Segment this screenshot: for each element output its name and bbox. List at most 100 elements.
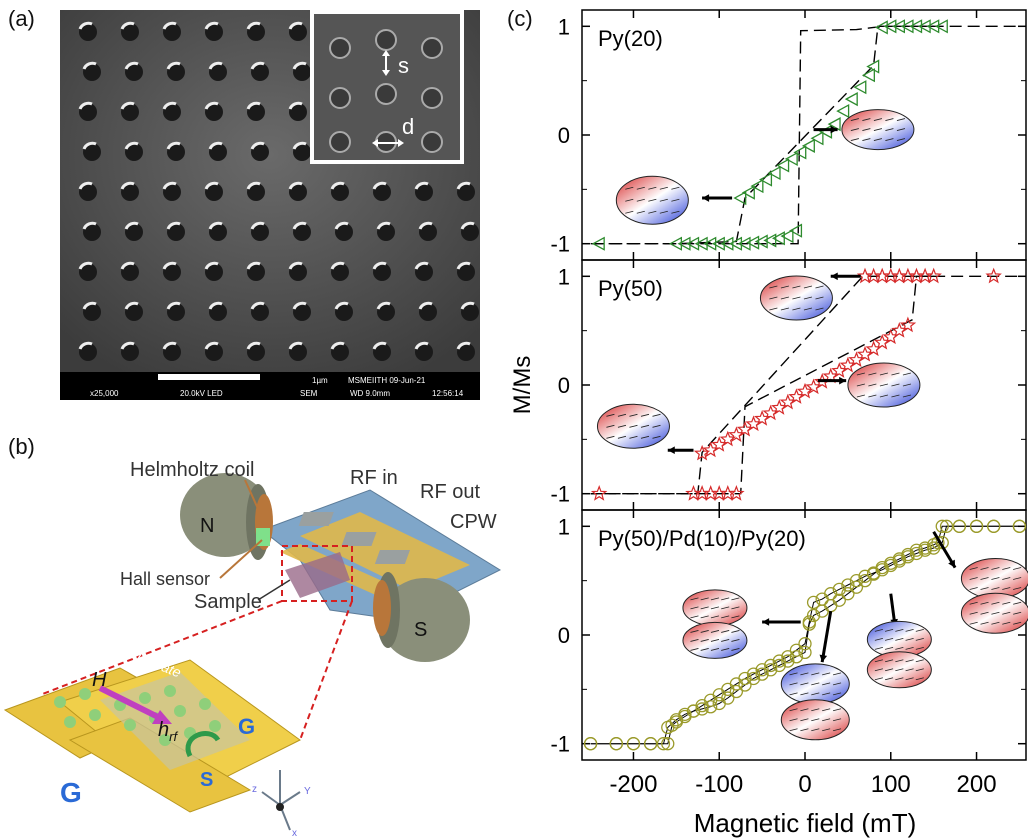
data-point <box>844 92 858 107</box>
hysteresis-branch <box>590 275 934 495</box>
sem-hole <box>372 181 391 201</box>
data-point <box>677 236 691 251</box>
data-point <box>848 351 865 368</box>
data-point <box>736 420 754 437</box>
data-point <box>762 404 779 421</box>
spin-texture-disk <box>615 175 689 225</box>
sem-hole <box>460 221 479 241</box>
sem-hole <box>330 341 349 361</box>
data-point <box>661 737 675 751</box>
sem-hole <box>82 141 101 161</box>
data-point <box>737 236 751 251</box>
label-sample: Sample <box>194 591 262 613</box>
data-point <box>858 569 872 583</box>
data-point <box>759 172 773 187</box>
pointer-arrow <box>762 618 801 626</box>
sem-hole <box>246 21 265 41</box>
sem-hole <box>204 261 223 281</box>
data-point <box>753 410 771 426</box>
pointer-arrow <box>817 376 847 385</box>
data-point <box>793 145 807 160</box>
spin-texture-disk <box>780 699 850 741</box>
hysteresis-panel: 1 0 -1 Py(50)/Pd(10)/Py(20) -200 -100 0 100 200 M… <box>550 509 1028 838</box>
sem-date: MSMEIITH 09-Jun-21 <box>348 376 426 385</box>
label-hrf: hrf <box>158 719 178 744</box>
hysteresis-chart: 1 0 -1 Py(20) 1 0 -1 Py(50) M/Ms 1 0 -1 Py(50)/Pd(10… <box>509 9 1028 838</box>
data-point <box>935 519 949 533</box>
sem-hole <box>414 341 433 361</box>
data-point <box>866 59 880 74</box>
spin-texture-disk <box>960 557 1028 599</box>
data-point <box>703 236 717 251</box>
sem-hole <box>166 221 185 241</box>
sem-hole <box>120 181 139 201</box>
data-point <box>661 720 675 735</box>
data-point <box>738 678 752 692</box>
sem-hole <box>414 181 433 201</box>
inset-label-d: d <box>402 114 414 139</box>
data-point <box>781 654 795 668</box>
inset-hole <box>421 131 443 153</box>
data-point <box>694 236 708 251</box>
hysteresis-branch <box>590 25 1020 245</box>
sem-hole <box>124 141 143 161</box>
data-point <box>656 737 671 751</box>
sem-hole <box>162 101 181 121</box>
sem-voltage: 20.0kV LED <box>180 389 223 398</box>
sem-hole <box>204 101 223 121</box>
data-point <box>728 426 745 443</box>
data-point <box>802 617 816 631</box>
data-point <box>686 704 701 718</box>
label-s-line: S <box>200 769 213 791</box>
y-axis-label: M/Ms <box>509 356 536 415</box>
sem-hole <box>166 141 185 161</box>
data-point <box>841 587 855 601</box>
sem-hole <box>208 301 227 321</box>
inset-hole <box>375 29 397 51</box>
sem-hole <box>166 301 185 321</box>
axis-x-label: x <box>292 828 297 839</box>
hysteresis-panel: 1 0 -1 Py(20) <box>550 9 1027 261</box>
sem-hole <box>78 21 97 41</box>
spin-texture-disk <box>596 403 670 449</box>
axis-y-label: Y <box>304 786 311 797</box>
sem-hole <box>208 221 227 241</box>
data-point <box>819 124 833 139</box>
spin-texture-disk <box>682 621 748 659</box>
data-point <box>643 737 658 751</box>
data-point <box>704 700 718 714</box>
sem-hole <box>162 21 181 41</box>
data-point <box>710 436 728 452</box>
sem-hole <box>334 221 353 241</box>
sem-hole <box>246 341 265 361</box>
sem-mode: SEM <box>300 389 318 398</box>
inset-label-s: s <box>398 53 409 78</box>
data-point <box>776 158 790 173</box>
data-point <box>771 399 788 415</box>
sem-magnification: x25,000 <box>90 389 119 398</box>
sem-hole <box>208 141 227 161</box>
y-tick-label: 0 <box>558 373 570 398</box>
sem-hole <box>456 261 475 281</box>
inset-hole <box>329 131 351 153</box>
inset-hole <box>421 37 443 59</box>
data-point <box>865 340 882 357</box>
hysteresis-branch <box>590 25 934 245</box>
data-point <box>686 236 700 251</box>
y-tick-label: 1 <box>558 264 570 289</box>
inset-hole <box>421 87 443 109</box>
inset-hole <box>375 83 397 105</box>
sem-image: s d 1µm x25,000 20.0kV LED SEM WD 9.0mm … <box>60 10 480 400</box>
sem-hole <box>82 301 101 321</box>
sample-chip <box>285 552 350 598</box>
data-point <box>891 322 908 338</box>
data-point <box>591 236 605 251</box>
label-rf-in: RF in <box>350 467 398 489</box>
data-point <box>918 541 932 555</box>
label-g1: G <box>60 777 82 808</box>
sem-hole <box>418 301 437 321</box>
sem-hole <box>124 61 143 81</box>
sem-wd: WD 9.0mm <box>350 389 390 398</box>
data-point <box>764 658 778 673</box>
data-point <box>926 19 940 34</box>
